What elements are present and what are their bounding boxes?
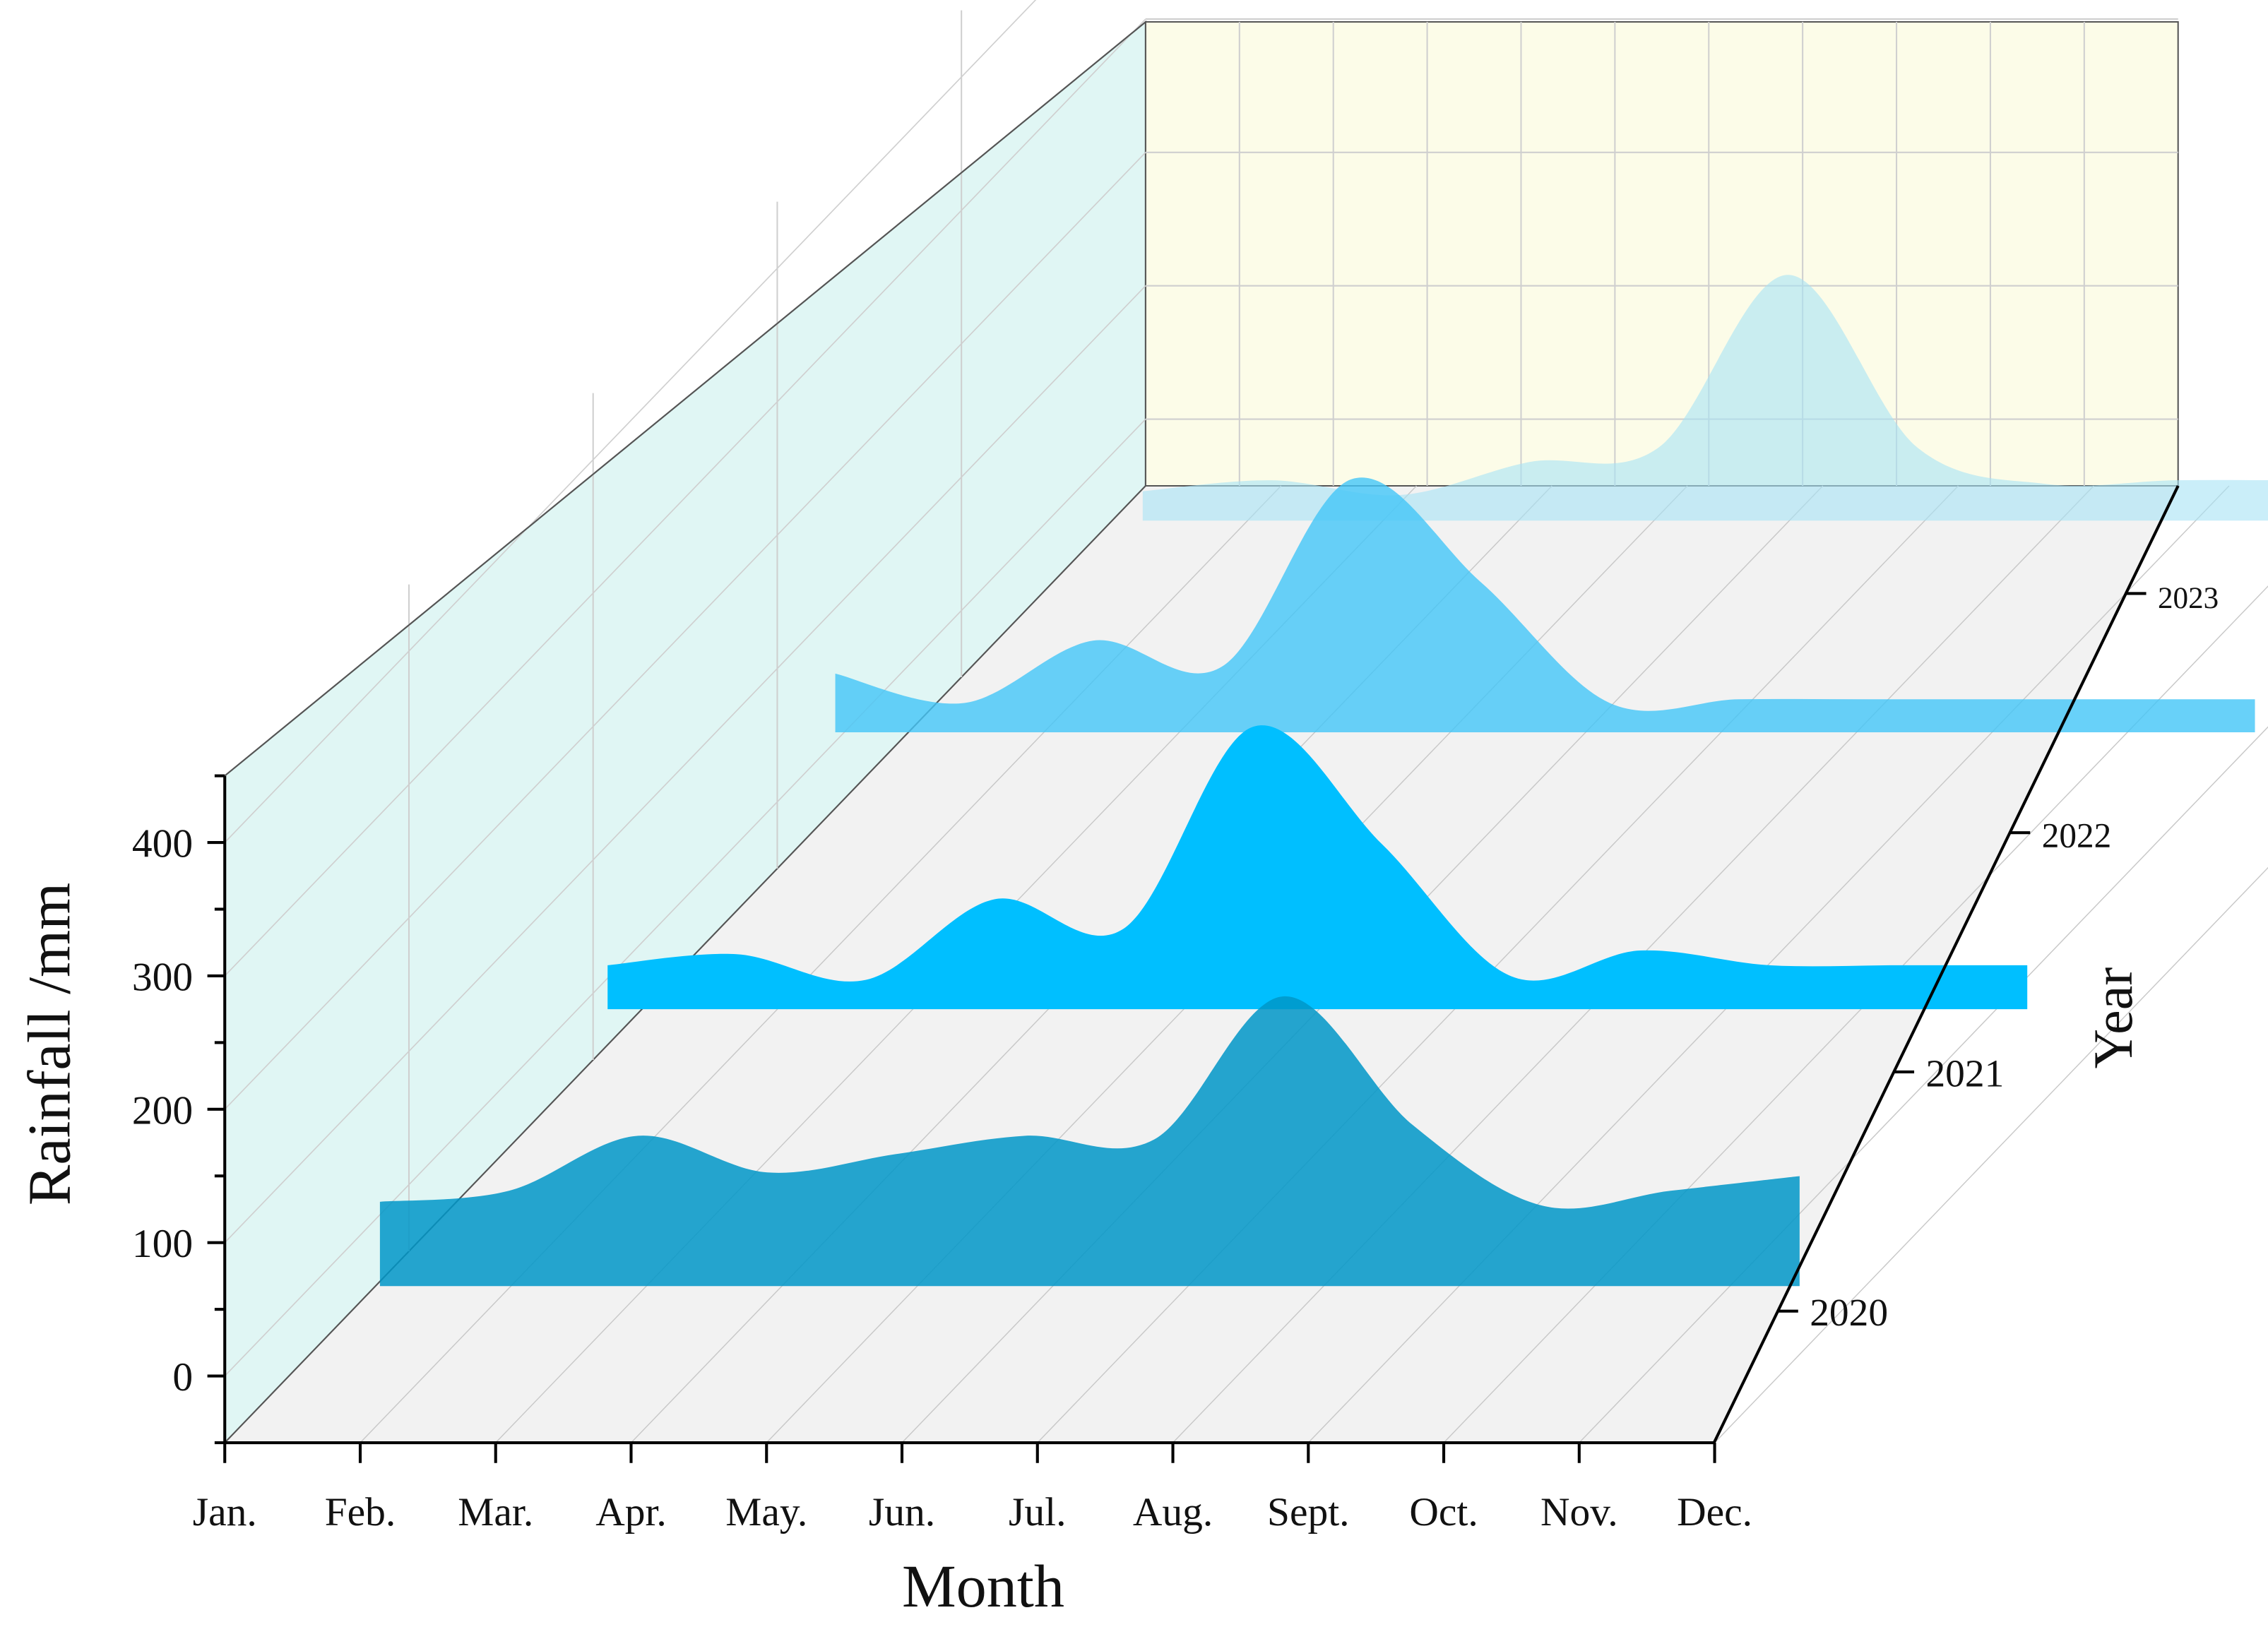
left-wall-grid-line — [224, 418, 1146, 1377]
series-area-2020 — [379, 996, 1800, 1287]
x-tick-label: Nov. — [1540, 1490, 1618, 1534]
x-tick-label: Dec. — [1677, 1490, 1752, 1534]
wall-edge — [224, 21, 1146, 777]
x-axis-title: Month — [902, 1552, 1064, 1620]
y-axis-title: Rainfall /mm — [16, 883, 83, 1205]
left-wall-grid-line — [224, 18, 1146, 977]
x-tick-label: Jun. — [869, 1490, 935, 1534]
y-tick-label: 100 — [132, 1222, 193, 1266]
back-wall — [1144, 20, 2179, 487]
series-layer — [379, 275, 2268, 1287]
left-wall-grid-line — [224, 285, 1146, 1244]
x-tick-label: Sept. — [1267, 1490, 1350, 1534]
y-tick-label: 0 — [172, 1355, 193, 1400]
x-tick-label: Feb. — [325, 1490, 396, 1534]
x-tick-label: Apr. — [595, 1490, 667, 1534]
x-tick-label: May. — [725, 1490, 807, 1534]
series-area-2021 — [607, 725, 2028, 1010]
z-tick-label: 2020 — [1810, 1291, 1888, 1334]
x-tick-label: Aug. — [1133, 1490, 1213, 1534]
left-wall-grid-line — [224, 152, 1146, 1110]
x-tick-label: Oct. — [1409, 1490, 1478, 1534]
z-tick-label: 2021 — [1925, 1051, 2004, 1095]
series-area-2022 — [835, 477, 2255, 733]
z-tick-label: 2023 — [2158, 582, 2219, 615]
floor-grid-line — [1714, 866, 2268, 1443]
x-tick-label: Jul. — [1009, 1490, 1066, 1534]
z-axis-title: Year — [2082, 967, 2144, 1069]
z-axis-line — [1712, 485, 2180, 1443]
y-tick-label: 200 — [132, 1088, 193, 1133]
y-tick-label: 400 — [132, 822, 193, 866]
y-tick-label: 300 — [132, 955, 193, 999]
left-wall-grid-line — [224, 0, 1037, 843]
x-tick-label: Mar. — [458, 1490, 533, 1534]
z-tick-label: 2022 — [2042, 816, 2112, 855]
axes: 2023 2022 2021 2020 0 100 200 300 400 Jan. Feb. Mar… — [132, 21, 2219, 1534]
x-tick-label: Jan. — [193, 1490, 257, 1534]
series-area-2023 — [1142, 275, 2268, 521]
